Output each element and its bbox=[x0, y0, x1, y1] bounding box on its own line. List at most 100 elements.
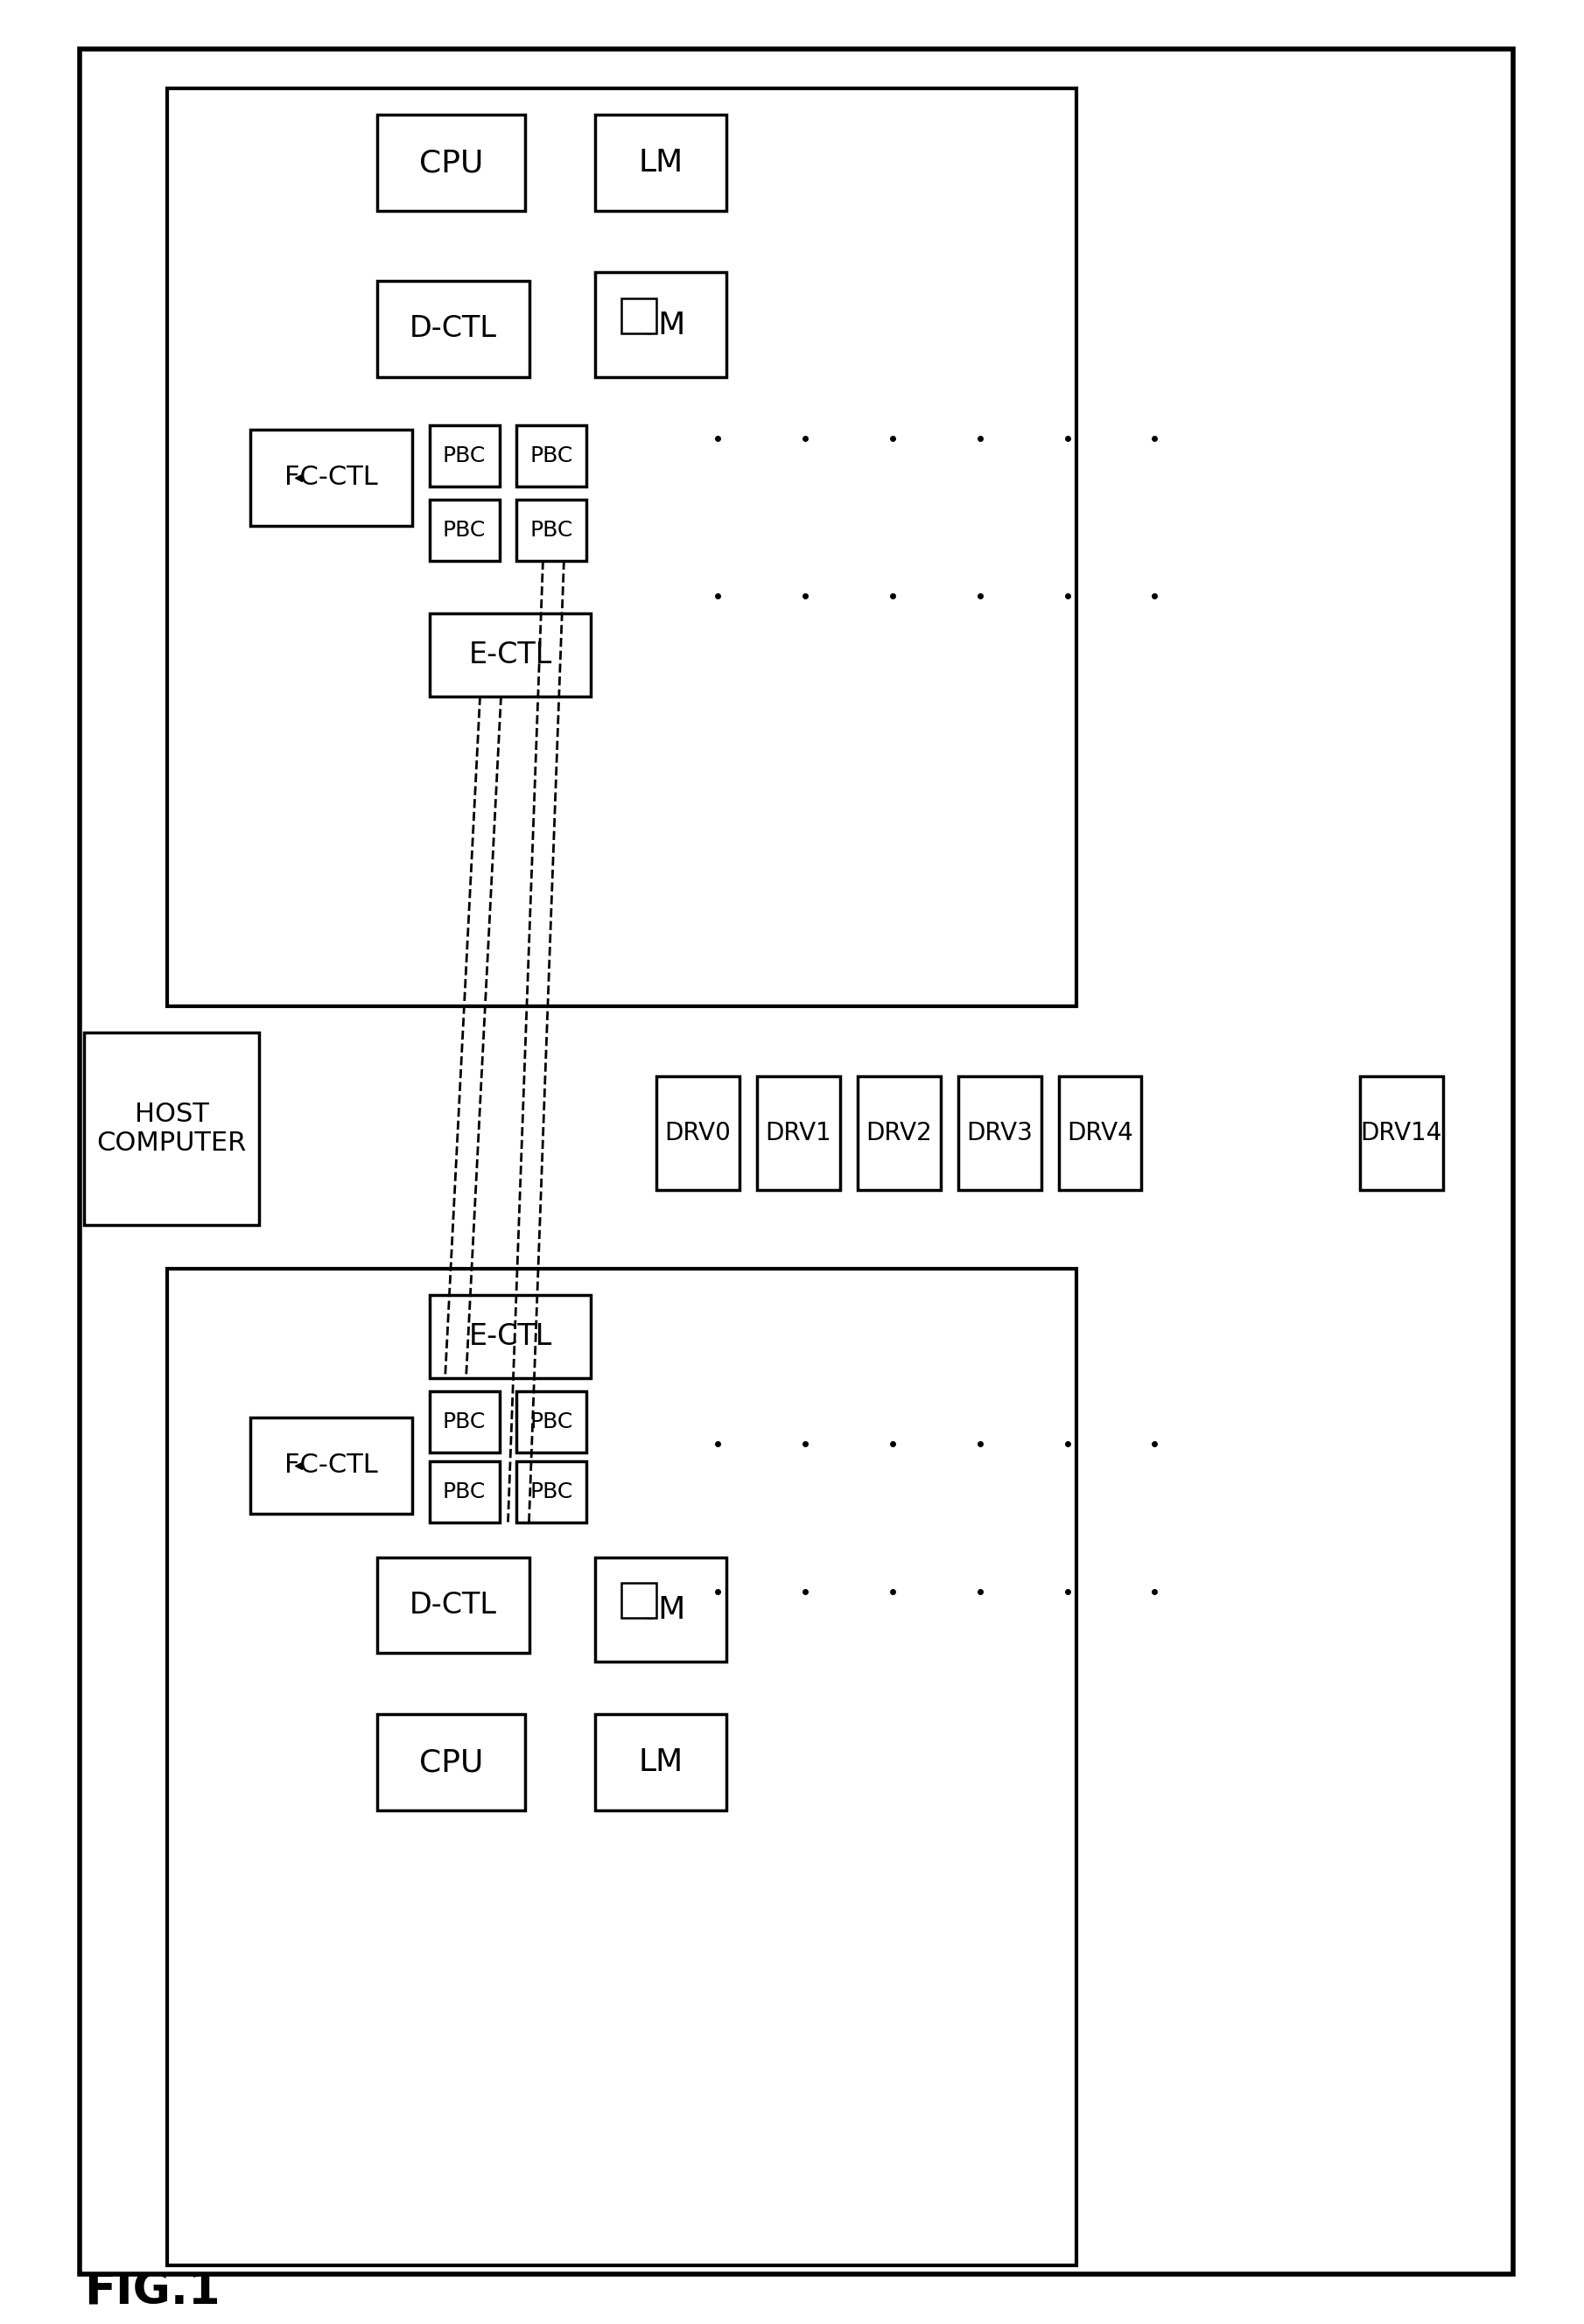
Text: E-CTL: E-CTL bbox=[469, 639, 551, 669]
Text: 82: 82 bbox=[876, 1562, 909, 1587]
FancyBboxPatch shape bbox=[168, 88, 1076, 1006]
Ellipse shape bbox=[692, 1355, 1234, 1532]
Text: 82: 82 bbox=[901, 565, 936, 590]
FancyBboxPatch shape bbox=[516, 500, 586, 560]
Text: 28: 28 bbox=[386, 1308, 421, 1334]
Text: 27: 27 bbox=[539, 1518, 572, 1543]
Text: 51: 51 bbox=[208, 444, 241, 469]
Text: 81: 81 bbox=[93, 1030, 127, 1055]
Text: D-CTL: D-CTL bbox=[410, 1590, 497, 1620]
Text: 64: 64 bbox=[1277, 370, 1321, 402]
Text: DRV1: DRV1 bbox=[765, 1120, 832, 1146]
Text: 20: 20 bbox=[176, 2215, 217, 2245]
Text: PBC: PBC bbox=[531, 1411, 573, 1432]
Text: 25: 25 bbox=[208, 1432, 241, 1457]
Text: PBC: PBC bbox=[444, 521, 486, 541]
Text: 24: 24 bbox=[735, 1587, 770, 1613]
FancyBboxPatch shape bbox=[429, 425, 499, 486]
FancyBboxPatch shape bbox=[857, 1076, 941, 1190]
Text: CM: CM bbox=[637, 309, 686, 339]
Text: DRV0: DRV0 bbox=[665, 1120, 732, 1146]
Text: E-CTL: E-CTL bbox=[469, 1322, 551, 1350]
FancyBboxPatch shape bbox=[79, 49, 1513, 2273]
Text: PBC: PBC bbox=[531, 446, 573, 467]
FancyBboxPatch shape bbox=[429, 1462, 499, 1522]
Text: 82: 82 bbox=[901, 409, 936, 435]
Text: 33: 33 bbox=[334, 295, 367, 321]
Text: 42: 42 bbox=[396, 1455, 425, 1476]
FancyBboxPatch shape bbox=[168, 1269, 1076, 2266]
FancyBboxPatch shape bbox=[429, 500, 499, 560]
Text: HOST
COMPUTER: HOST COMPUTER bbox=[97, 1102, 247, 1155]
FancyBboxPatch shape bbox=[596, 1557, 727, 1662]
Text: 34: 34 bbox=[735, 302, 770, 328]
FancyBboxPatch shape bbox=[656, 1076, 740, 1190]
FancyBboxPatch shape bbox=[596, 272, 727, 376]
Text: 82: 82 bbox=[876, 1413, 909, 1439]
FancyBboxPatch shape bbox=[516, 1462, 586, 1522]
FancyBboxPatch shape bbox=[250, 430, 412, 525]
Text: 104: 104 bbox=[596, 469, 640, 493]
FancyBboxPatch shape bbox=[516, 1392, 586, 1452]
FancyBboxPatch shape bbox=[429, 1392, 499, 1452]
Text: FC-CTL: FC-CTL bbox=[285, 465, 377, 490]
Text: DRV4: DRV4 bbox=[1068, 1120, 1133, 1146]
Text: FC-CTL: FC-CTL bbox=[285, 1452, 377, 1478]
Text: CM: CM bbox=[637, 1594, 686, 1624]
Text: CPU: CPU bbox=[420, 149, 483, 179]
Text: 101: 101 bbox=[596, 1466, 640, 1490]
Text: 111: 111 bbox=[439, 1132, 480, 1153]
FancyBboxPatch shape bbox=[377, 1557, 531, 1652]
Text: PBC: PBC bbox=[444, 1480, 486, 1501]
FancyBboxPatch shape bbox=[429, 1294, 591, 1378]
Text: 103: 103 bbox=[382, 518, 425, 541]
Text: 113: 113 bbox=[464, 1167, 505, 1188]
Text: 70: 70 bbox=[111, 1246, 147, 1274]
Text: 34A: 34A bbox=[770, 251, 816, 274]
FancyBboxPatch shape bbox=[377, 281, 531, 376]
FancyBboxPatch shape bbox=[1361, 1076, 1443, 1190]
Text: ...: ... bbox=[1212, 1113, 1251, 1153]
Text: FIG.1: FIG.1 bbox=[84, 2268, 220, 2315]
FancyBboxPatch shape bbox=[621, 1583, 656, 1618]
Text: DRV14: DRV14 bbox=[1361, 1120, 1443, 1146]
FancyBboxPatch shape bbox=[757, 1076, 840, 1190]
Text: 41: 41 bbox=[208, 1473, 241, 1499]
Text: LM: LM bbox=[638, 149, 683, 179]
Ellipse shape bbox=[718, 509, 1259, 683]
FancyBboxPatch shape bbox=[596, 1715, 727, 1810]
Text: 21: 21 bbox=[334, 1729, 367, 1752]
FancyBboxPatch shape bbox=[596, 114, 727, 211]
Text: DRV3: DRV3 bbox=[966, 1120, 1033, 1146]
Text: 112: 112 bbox=[451, 1148, 493, 1169]
Text: 23: 23 bbox=[334, 1571, 367, 1597]
FancyBboxPatch shape bbox=[958, 1076, 1041, 1190]
FancyBboxPatch shape bbox=[377, 114, 526, 211]
Text: PBC: PBC bbox=[531, 521, 573, 541]
Text: CPU: CPU bbox=[420, 1748, 483, 1778]
Text: 52: 52 bbox=[459, 493, 489, 516]
Text: 37: 37 bbox=[352, 390, 385, 416]
Text: 31: 31 bbox=[334, 128, 367, 153]
Text: 61: 61 bbox=[909, 1655, 954, 1687]
Text: 38: 38 bbox=[396, 474, 425, 497]
Text: 10: 10 bbox=[114, 79, 165, 116]
Text: 22: 22 bbox=[752, 1755, 787, 1780]
FancyBboxPatch shape bbox=[621, 297, 656, 332]
Text: 71: 71 bbox=[93, 1071, 127, 1097]
FancyBboxPatch shape bbox=[250, 1418, 412, 1513]
Text: 32: 32 bbox=[735, 128, 770, 153]
Text: 102: 102 bbox=[464, 1466, 508, 1490]
Text: 24A: 24A bbox=[770, 1641, 816, 1664]
FancyBboxPatch shape bbox=[377, 1715, 526, 1810]
Text: PBC: PBC bbox=[444, 446, 486, 467]
Text: 30: 30 bbox=[176, 119, 217, 146]
Ellipse shape bbox=[692, 1504, 1234, 1680]
Ellipse shape bbox=[718, 351, 1259, 525]
Text: D-CTL: D-CTL bbox=[410, 314, 497, 344]
FancyBboxPatch shape bbox=[516, 425, 586, 486]
Text: PBC: PBC bbox=[444, 1411, 486, 1432]
Text: 62: 62 bbox=[1251, 1373, 1294, 1408]
Text: 63: 63 bbox=[1277, 614, 1321, 646]
FancyBboxPatch shape bbox=[429, 614, 591, 697]
